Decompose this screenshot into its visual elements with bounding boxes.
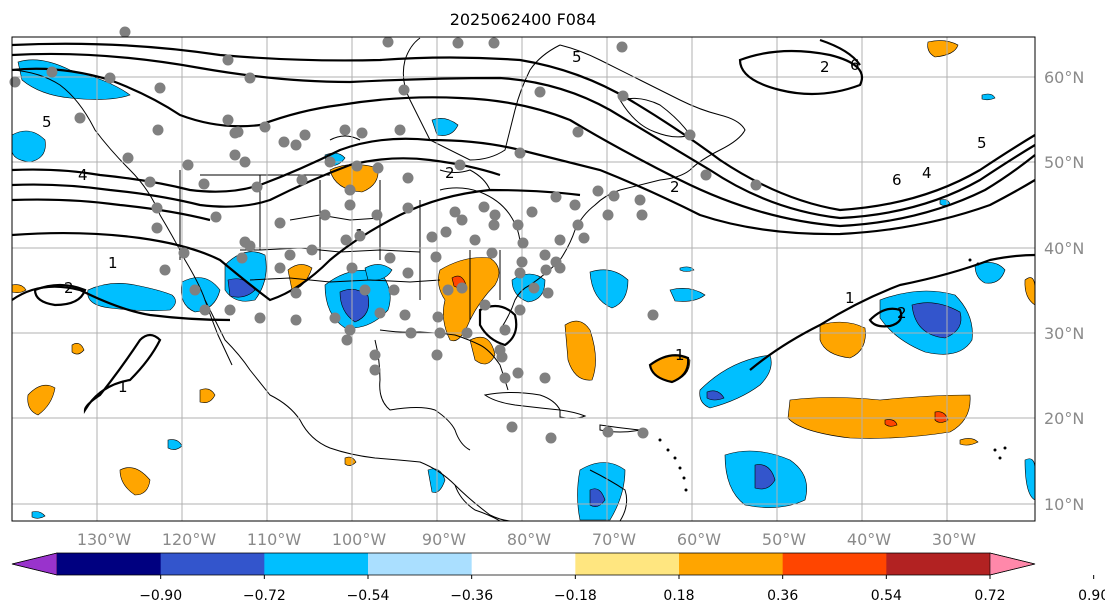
longitude-label: 90°W [422, 530, 466, 549]
map-frame [11, 36, 1036, 522]
contour-labels: 5 4 2 1 2 1 1 1 2 1 6 4 5 2 5 6 2 [42, 48, 987, 396]
colorbar-tick-label: −0.54 [347, 588, 390, 604]
station-markers [9, 26, 762, 444]
colorbar-tick-label: −0.72 [243, 588, 286, 604]
longitude-label: 50°W [762, 530, 806, 549]
latitude-label: 40°N [1044, 239, 1084, 258]
colorbar-tick-label: 0.72 [974, 588, 1005, 604]
contour-label: 5 [572, 48, 582, 66]
latitude-label: 50°N [1044, 153, 1084, 172]
longitude-label: 40°W [847, 530, 891, 549]
colorbar-segment [575, 553, 680, 575]
contour-label: 1 [845, 289, 855, 307]
colorbar-extend-low [11, 552, 58, 576]
latitude-label: 60°N [1044, 68, 1084, 87]
contour-label: 2 [445, 164, 455, 182]
colorbar-extend-high [989, 552, 1036, 576]
colorbar-tick-label: −0.18 [554, 588, 597, 604]
contour-label: 1 [108, 254, 118, 272]
longitude-label: 80°W [507, 530, 551, 549]
map-panel: 5 4 2 1 2 1 1 1 2 1 6 4 5 2 5 6 2 [9, 26, 1036, 522]
latitude-label: 30°N [1044, 324, 1084, 343]
colorbar-segment [679, 553, 784, 575]
contour-label: 4 [922, 164, 932, 182]
colorbar-segment [264, 553, 369, 575]
colorbar-outline [11, 552, 1036, 576]
longitude-label: 110°W [247, 530, 302, 549]
contour-label: 5 [42, 113, 52, 131]
colorbar-tick-label: 0.54 [871, 588, 902, 604]
longitude-label: 60°W [677, 530, 721, 549]
contour-label: 2 [820, 58, 830, 76]
longitude-labels: 130°W 120°W 110°W 100°W 90°W 80°W 70°W 60°W 50°W… [77, 530, 976, 549]
colorbar-tick-label: −0.36 [450, 588, 493, 604]
longitude-label: 130°W [77, 530, 132, 549]
colorbar-segment [782, 553, 887, 575]
longitude-label: 100°W [332, 530, 387, 549]
contour-label: 6 [892, 171, 902, 189]
colorbar-tick-label: 0.18 [663, 588, 694, 604]
height-contours [11, 38, 1036, 414]
contour-label: 1 [675, 346, 685, 364]
colorbar-tick-label: 0.36 [767, 588, 798, 604]
colorbar-segment [368, 553, 473, 575]
colorbar-tick-label: 0.90 [1078, 588, 1105, 604]
longitude-label: 70°W [592, 530, 636, 549]
map-title: 2025062400 F084 [450, 10, 597, 29]
longitude-label: 30°W [932, 530, 976, 549]
colorbar-segment [57, 553, 162, 575]
contour-label: 4 [78, 166, 88, 184]
contour-label: 5 [977, 134, 987, 152]
longitude-label: 120°W [162, 530, 217, 549]
positive-anomaly-shading [11, 40, 1036, 496]
colorbar-segment [160, 553, 265, 575]
contour-label: 6 [850, 56, 860, 74]
contour-label: 2 [670, 178, 680, 196]
latitude-label: 20°N [1044, 409, 1084, 428]
latitude-labels: 60°N 50°N 40°N 30°N 20°N 10°N [1044, 68, 1084, 514]
contour-label: 2 [897, 304, 907, 322]
colorbar: −0.90 −0.72 −0.54 −0.36 −0.18 0.18 0.36 0.54 0.7… [11, 552, 1105, 604]
colorbar-segment [471, 553, 576, 575]
colorbar-segment [886, 553, 991, 575]
map-gridlines [12, 37, 1035, 521]
contour-label: 1 [118, 378, 128, 396]
contour-label: 2 [64, 279, 74, 297]
latitude-label: 10°N [1044, 495, 1084, 514]
negative-anomaly-shading [11, 59, 1036, 521]
colorbar-tick-label: −0.90 [139, 588, 182, 604]
